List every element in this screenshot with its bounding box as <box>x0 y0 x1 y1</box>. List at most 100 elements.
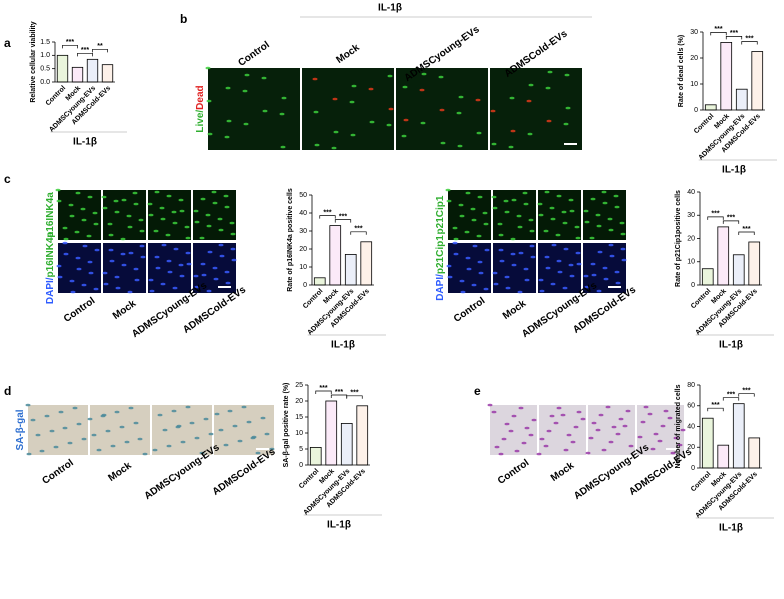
cell <box>172 286 178 290</box>
cell <box>640 420 646 424</box>
cell <box>173 247 179 251</box>
cell <box>269 447 275 451</box>
cell <box>475 98 481 102</box>
bar <box>340 422 353 466</box>
group-label: IL-1β <box>378 3 402 14</box>
cell <box>224 270 230 274</box>
cell <box>510 129 516 133</box>
cell <box>178 198 184 202</box>
significance-label: *** <box>354 226 362 233</box>
cell <box>452 226 458 230</box>
micrograph <box>103 243 146 293</box>
significance-bracket <box>722 220 740 224</box>
cell <box>477 195 483 199</box>
y-tick-label: 30 <box>299 228 307 235</box>
cell <box>510 237 516 241</box>
cell <box>560 413 566 417</box>
cell <box>229 221 235 225</box>
cell <box>165 233 171 237</box>
cell <box>440 141 446 145</box>
cell <box>75 191 81 195</box>
cell <box>63 252 69 256</box>
y-tick-label: 0 <box>303 282 307 289</box>
micrograph <box>302 68 394 150</box>
cell <box>193 209 199 213</box>
cell <box>194 436 200 440</box>
cell <box>114 210 120 214</box>
stain-part: Dead <box>195 85 206 109</box>
cell <box>127 225 133 229</box>
cell <box>498 248 504 252</box>
cell <box>205 213 211 217</box>
significance-label: *** <box>319 385 327 392</box>
cell <box>401 134 407 138</box>
cell <box>206 99 212 103</box>
cell <box>121 198 127 202</box>
cell <box>583 274 589 278</box>
cell <box>569 274 575 278</box>
cell <box>573 425 579 429</box>
cell <box>514 449 520 453</box>
cell <box>608 440 614 444</box>
micrograph <box>493 243 536 293</box>
cell <box>194 285 200 289</box>
cell <box>368 87 374 91</box>
cell <box>262 109 268 113</box>
cell <box>313 110 319 114</box>
cell <box>498 452 504 456</box>
significance-label: *** <box>742 388 750 395</box>
cell <box>492 206 498 210</box>
cell <box>575 251 581 255</box>
cell <box>105 429 111 433</box>
cell <box>255 451 261 455</box>
cell <box>185 236 191 240</box>
cell <box>517 225 523 229</box>
cell <box>472 244 478 248</box>
bar <box>701 268 714 286</box>
cell <box>147 202 153 206</box>
significance-label: *** <box>714 26 722 33</box>
y-axis-label: Rate of p16INK4a positive cells <box>287 188 294 292</box>
cell <box>108 233 114 237</box>
cell <box>563 122 569 126</box>
x-axis-label: IL-1β <box>331 340 355 351</box>
cell <box>523 267 529 271</box>
significance-label: *** <box>742 226 750 233</box>
cell <box>569 209 575 213</box>
cell <box>93 222 99 226</box>
cell <box>87 260 93 264</box>
bar <box>735 88 748 111</box>
cell <box>87 195 93 199</box>
cell <box>39 449 45 453</box>
cell <box>504 275 510 279</box>
y-tick-label: 20 <box>295 398 303 405</box>
cell <box>493 282 499 286</box>
cell <box>194 220 200 224</box>
cell <box>86 234 92 238</box>
cell <box>677 443 683 447</box>
cell <box>589 236 595 240</box>
cell <box>491 195 497 199</box>
cell <box>553 421 559 425</box>
cell <box>230 232 236 236</box>
cell <box>537 202 543 206</box>
cell <box>491 142 497 146</box>
cell <box>539 437 545 441</box>
cell <box>62 226 68 230</box>
cell <box>108 248 114 252</box>
cell <box>529 244 535 248</box>
y-tick-label: 40 <box>687 423 695 430</box>
cell <box>203 417 209 421</box>
cell <box>550 217 556 221</box>
cell <box>660 424 666 428</box>
micrograph <box>103 190 146 240</box>
cell <box>127 290 133 294</box>
significance-bracket <box>707 407 724 412</box>
micrograph <box>193 190 236 240</box>
significance-label: *** <box>323 209 331 216</box>
cell <box>492 271 498 275</box>
cell <box>101 413 107 417</box>
cell <box>103 282 109 286</box>
cell <box>167 270 173 274</box>
cell <box>452 241 458 245</box>
